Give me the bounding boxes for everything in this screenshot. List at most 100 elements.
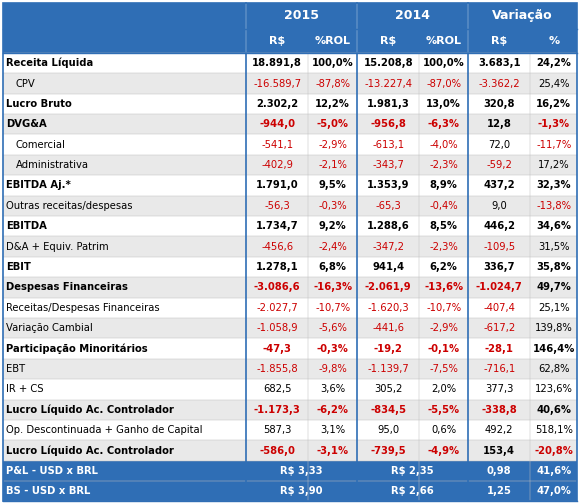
Text: 518,1%: 518,1% <box>535 425 572 435</box>
Text: -1.173,3: -1.173,3 <box>254 405 300 415</box>
Bar <box>246 3 357 29</box>
Text: 336,7: 336,7 <box>483 262 515 272</box>
Text: CPV: CPV <box>16 79 35 89</box>
Text: P&L - USD x BRL: P&L - USD x BRL <box>6 466 99 476</box>
Text: -47,3: -47,3 <box>263 344 292 354</box>
Text: -4,0%: -4,0% <box>429 140 458 150</box>
Text: -10,7%: -10,7% <box>315 303 350 313</box>
Text: 682,5: 682,5 <box>263 385 292 394</box>
Bar <box>3 175 577 196</box>
Text: Lucro Líquido Ac. Controlador: Lucro Líquido Ac. Controlador <box>6 445 174 456</box>
Bar <box>3 155 577 175</box>
Text: 16,2%: 16,2% <box>536 99 571 109</box>
Bar <box>3 359 577 379</box>
Bar <box>3 338 577 359</box>
Text: -4,9%: -4,9% <box>427 446 460 456</box>
Text: -0,1%: -0,1% <box>427 344 460 354</box>
Bar <box>3 3 246 29</box>
Text: 34,6%: 34,6% <box>536 221 571 231</box>
Bar <box>3 29 246 53</box>
Text: Despesas Financeiras: Despesas Financeiras <box>6 282 128 292</box>
Text: -0,3%: -0,3% <box>317 344 349 354</box>
Text: -0,4%: -0,4% <box>429 201 458 211</box>
Text: -6,2%: -6,2% <box>317 405 349 415</box>
Text: 153,4: 153,4 <box>483 446 515 456</box>
Text: 1,25: 1,25 <box>487 486 512 496</box>
Text: -109,5: -109,5 <box>483 241 515 251</box>
Text: Lucro Bruto: Lucro Bruto <box>6 99 72 109</box>
Text: -0,3%: -0,3% <box>318 201 347 211</box>
Text: -28,1: -28,1 <box>485 344 514 354</box>
Text: 139,8%: 139,8% <box>535 323 572 333</box>
Text: 15.208,8: 15.208,8 <box>364 58 413 68</box>
Text: D&A + Equiv. Patrim: D&A + Equiv. Patrim <box>6 241 109 251</box>
Bar <box>356 29 358 53</box>
Text: -19,2: -19,2 <box>374 344 403 354</box>
Text: 123,6%: 123,6% <box>535 385 572 394</box>
Text: -613,1: -613,1 <box>372 140 404 150</box>
Bar <box>3 216 577 236</box>
Text: 31,5%: 31,5% <box>538 241 570 251</box>
Text: %ROL: %ROL <box>426 36 462 46</box>
Text: 72,0: 72,0 <box>488 140 510 150</box>
Text: 2015: 2015 <box>284 9 319 22</box>
Text: Administrativa: Administrativa <box>16 160 89 170</box>
Bar <box>3 73 577 94</box>
Text: -11,7%: -11,7% <box>536 140 571 150</box>
Text: -13,6%: -13,6% <box>424 282 463 292</box>
Text: R$: R$ <box>491 36 508 46</box>
Text: EBITDA: EBITDA <box>6 221 47 231</box>
Bar <box>3 257 577 277</box>
Text: 3,1%: 3,1% <box>320 425 345 435</box>
Text: -3.362,2: -3.362,2 <box>478 79 520 89</box>
Text: -5,5%: -5,5% <box>427 405 460 415</box>
Text: 3.683,1: 3.683,1 <box>478 58 520 68</box>
Text: 8,9%: 8,9% <box>430 180 458 191</box>
Text: -9,8%: -9,8% <box>318 364 347 374</box>
Text: 0,98: 0,98 <box>487 466 512 476</box>
Bar <box>3 400 577 420</box>
Text: 6,2%: 6,2% <box>430 262 458 272</box>
Text: 146,4%: 146,4% <box>532 344 575 354</box>
Text: Variação: Variação <box>492 9 553 22</box>
Text: -10,7%: -10,7% <box>426 303 461 313</box>
Text: 1.288,6: 1.288,6 <box>367 221 409 231</box>
Text: 100,0%: 100,0% <box>312 58 354 68</box>
Text: R$ 2,35: R$ 2,35 <box>391 466 434 476</box>
Text: 1.981,3: 1.981,3 <box>367 99 409 109</box>
Text: -1.620,3: -1.620,3 <box>367 303 409 313</box>
Text: -1.058,9: -1.058,9 <box>256 323 298 333</box>
Text: 12,2%: 12,2% <box>316 99 350 109</box>
Bar <box>468 3 577 29</box>
Bar <box>357 3 468 29</box>
Text: -87,8%: -87,8% <box>315 79 350 89</box>
Text: R$: R$ <box>269 36 285 46</box>
Text: -716,1: -716,1 <box>483 364 515 374</box>
Text: Participação Minoritários: Participação Minoritários <box>6 343 148 354</box>
Text: -617,2: -617,2 <box>483 323 515 333</box>
Bar <box>3 297 577 318</box>
Text: 12,8: 12,8 <box>487 119 512 130</box>
Text: 32,3%: 32,3% <box>536 180 571 191</box>
Text: 305,2: 305,2 <box>374 385 403 394</box>
Text: 320,8: 320,8 <box>483 99 515 109</box>
Text: 941,4: 941,4 <box>372 262 404 272</box>
Text: %: % <box>548 36 559 46</box>
Text: 35,8%: 35,8% <box>536 262 571 272</box>
Bar <box>468 29 530 53</box>
Text: 9,5%: 9,5% <box>319 180 347 191</box>
Text: -2,4%: -2,4% <box>318 241 347 251</box>
Text: -338,8: -338,8 <box>481 405 517 415</box>
Bar <box>245 29 247 53</box>
Bar <box>3 53 577 73</box>
Bar <box>3 114 577 135</box>
Bar <box>3 318 577 338</box>
Text: R$ 3,33: R$ 3,33 <box>280 466 323 476</box>
Text: -13,8%: -13,8% <box>536 201 571 211</box>
Text: Lucro Líquido Ac. Controlador: Lucro Líquido Ac. Controlador <box>6 405 174 415</box>
Bar <box>3 135 577 155</box>
Text: -2.027,7: -2.027,7 <box>256 303 298 313</box>
Text: -407,4: -407,4 <box>483 303 515 313</box>
Text: 2.302,2: 2.302,2 <box>256 99 298 109</box>
Text: 13,0%: 13,0% <box>426 99 461 109</box>
